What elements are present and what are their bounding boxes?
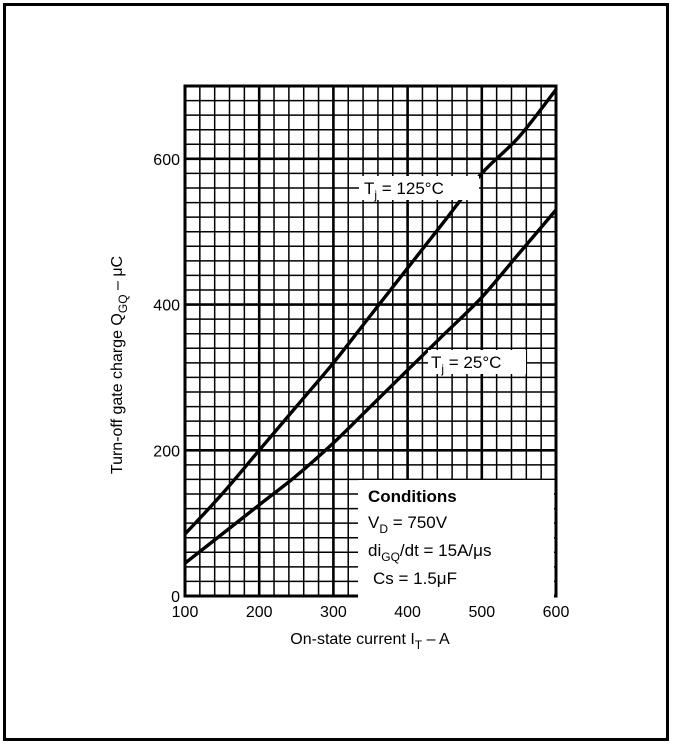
- x-tick-label: 400: [394, 604, 421, 621]
- conditions-title: Conditions: [368, 487, 457, 506]
- x-tick-label: 300: [320, 604, 347, 621]
- y-tick-label: 400: [153, 298, 180, 315]
- curve-label-125c: Tj = 125°C: [359, 176, 479, 202]
- curves: [183, 88, 558, 565]
- y-tick-label: 600: [153, 152, 180, 169]
- x-tick-label: 200: [246, 604, 273, 621]
- y-tick-label: 200: [153, 443, 180, 460]
- y-tick-labels: 0 200 400 600: [153, 152, 180, 606]
- y-tick-label: 0: [171, 589, 180, 606]
- x-tick-label: 600: [543, 604, 570, 621]
- conditions-box: Conditions VD = 750V diGQ/dt = 15A/μs Cs…: [358, 480, 554, 598]
- condition-vd: VD = 750V: [368, 513, 448, 536]
- x-tick-label: 100: [172, 604, 199, 621]
- x-axis-title: On-state current IT – A: [290, 631, 450, 652]
- svg-text:Tj = 125°C: Tj = 125°C: [364, 179, 444, 202]
- condition-digq-dt: diGQ/dt = 15A/μs: [368, 541, 491, 564]
- curve-tj-25c: [183, 208, 558, 565]
- svg-text:Tj = 25°C: Tj = 25°C: [431, 353, 501, 376]
- y-axis-title: Turn-off gate charge QGQ – μC: [109, 256, 130, 474]
- figure-frame: [3, 3, 669, 741]
- curve-tj-125c: [183, 88, 558, 536]
- x-tick-label: 500: [468, 604, 495, 621]
- curve-label-25c: Tj = 25°C: [428, 350, 526, 376]
- x-tick-labels: 100 200 300 400 500 600: [172, 604, 570, 621]
- condition-cs: Cs = 1.5μF: [373, 569, 457, 588]
